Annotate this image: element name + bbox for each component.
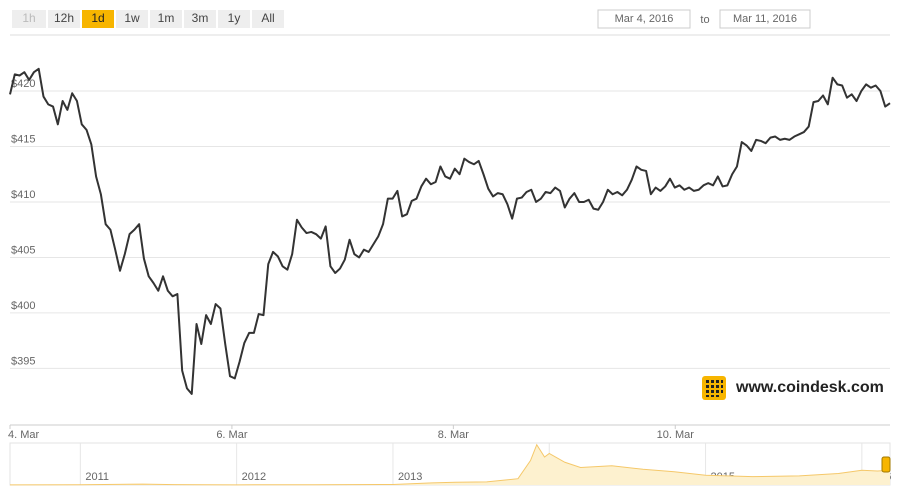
navigator-area: [10, 444, 890, 485]
range-button-bg[interactable]: [150, 10, 182, 28]
range-button-label[interactable]: 1m: [158, 11, 175, 25]
x-tick-label: 8. Mar: [438, 429, 470, 441]
x-tick-label: 6. Mar: [216, 429, 248, 441]
range-button-label[interactable]: 1d: [91, 11, 104, 25]
range-button-bg[interactable]: [252, 10, 284, 28]
brand-icon-dots: [706, 380, 723, 397]
range-button[interactable]: 12h: [48, 10, 80, 28]
range-button-bg[interactable]: [184, 10, 216, 28]
x-tick-label: 10. Mar: [657, 429, 695, 441]
range-button[interactable]: 3m: [184, 10, 216, 28]
navigator-tick-label: 2012: [242, 471, 266, 483]
range-button-bg[interactable]: [48, 10, 80, 28]
range-button[interactable]: 1d: [82, 10, 114, 28]
y-tick-label: $395: [11, 355, 35, 367]
date-from[interactable]: Mar 4, 2016: [615, 13, 674, 25]
range-button-label[interactable]: 1h: [22, 11, 35, 25]
range-button-label[interactable]: 12h: [54, 11, 74, 25]
range-button[interactable]: 1m: [150, 10, 182, 28]
range-button-bg[interactable]: [82, 10, 114, 28]
range-button-bg[interactable]: [12, 10, 46, 28]
navigator-line: [9, 443, 891, 486]
y-tick-label: $415: [11, 133, 35, 145]
range-button-label[interactable]: 3m: [192, 11, 209, 25]
y-tick-label: $400: [11, 300, 35, 312]
date-separator: to: [700, 14, 709, 26]
price-line: [9, 67, 891, 395]
navigator-tick-label: 2011: [85, 471, 109, 483]
date-to-box[interactable]: [719, 9, 811, 29]
range-button-bg[interactable]: [218, 10, 250, 28]
range-button[interactable]: 1y: [218, 10, 250, 28]
range-button[interactable]: All: [252, 10, 284, 28]
date-from-box[interactable]: [597, 9, 691, 29]
y-tick-label: $405: [11, 244, 35, 256]
date-to[interactable]: Mar 11, 2016: [733, 13, 797, 25]
range-button-bg[interactable]: [116, 10, 148, 28]
navigator-handle[interactable]: [881, 456, 891, 473]
x-tick-label: 4. Mar: [8, 429, 40, 441]
range-button-label[interactable]: 1y: [228, 11, 241, 25]
range-button[interactable]: 1w: [116, 10, 148, 28]
y-tick-label: $420: [11, 78, 35, 90]
brand: www.coindesk.com: [735, 379, 884, 396]
range-button-label[interactable]: All: [261, 11, 274, 25]
range-button-label[interactable]: 1w: [124, 11, 140, 25]
range-button[interactable]: 1h: [12, 10, 46, 28]
y-tick-label: $410: [11, 189, 35, 201]
navigator-tick-label: 2013: [398, 471, 422, 483]
